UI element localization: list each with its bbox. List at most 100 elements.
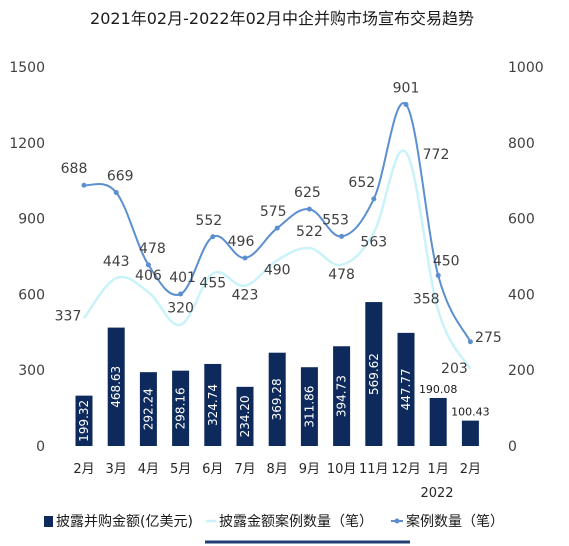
right-tick-label: 600 xyxy=(508,212,535,228)
category-label: 2月 xyxy=(73,462,94,477)
case-count-point xyxy=(178,291,184,297)
case-count-label: 652 xyxy=(348,175,375,191)
category-label: 2月 xyxy=(460,462,481,477)
bar xyxy=(461,420,479,446)
bar xyxy=(75,395,93,446)
bar xyxy=(333,346,351,446)
case-count-series xyxy=(81,102,473,345)
case-count-point xyxy=(371,196,377,202)
case-count-label: 772 xyxy=(423,147,450,163)
legend-dark-marker xyxy=(394,518,400,524)
legend-bar-swatch xyxy=(44,516,53,527)
bar xyxy=(365,302,383,446)
category-label: 9月 xyxy=(299,462,320,477)
case-count-point xyxy=(210,234,216,240)
left-tick-label: 900 xyxy=(18,212,45,228)
legend-dark-label: 案例数量（笔） xyxy=(406,513,504,530)
case-count-label: 625 xyxy=(294,185,321,201)
bar-data-label: 292.24 xyxy=(141,388,155,430)
bar xyxy=(268,352,286,446)
bar-data-label: 100.43 xyxy=(451,406,490,419)
disclosed-count-series xyxy=(82,149,472,370)
case-count-label: 275 xyxy=(475,330,502,346)
disclosed-count-label: 455 xyxy=(199,276,226,292)
case-count-point xyxy=(242,255,248,261)
disclosed-count-label: 358 xyxy=(413,291,440,307)
case-count-point xyxy=(435,272,441,278)
category-label: 3月 xyxy=(106,462,127,477)
bar-data-label: 234.20 xyxy=(238,395,252,437)
category-label: 5月 xyxy=(170,462,191,477)
disclosed-count-label: 203 xyxy=(441,361,468,377)
disclosed-count-label: 406 xyxy=(135,268,162,284)
case-count-label: 688 xyxy=(61,161,88,177)
legend-bar-label: 披露并购金额(亿美元) xyxy=(56,514,193,530)
disclosed-count-label: 522 xyxy=(296,224,323,240)
disclosed-count-label: 563 xyxy=(360,235,387,251)
category-label: 7月 xyxy=(234,462,255,477)
disclosed-count-label: 490 xyxy=(264,262,291,278)
category-label: 1月 xyxy=(428,462,449,477)
bar-data-label: 190.08 xyxy=(419,383,458,396)
right-tick-label: 200 xyxy=(508,363,535,379)
disclosed-count-line xyxy=(82,149,472,370)
case-count-label: 478 xyxy=(139,241,166,257)
case-count-label: 901 xyxy=(393,81,420,97)
left-tick-label: 600 xyxy=(18,287,45,303)
right-tick-label: 800 xyxy=(508,136,535,152)
right-tick-label: 400 xyxy=(508,287,535,303)
bar-data-label: 324.74 xyxy=(206,384,220,426)
line-data-labels: 688 6694784015524965756255536529014502757… xyxy=(55,81,502,378)
case-count-point xyxy=(467,339,473,345)
disclosed-count-label: 337 xyxy=(55,308,82,324)
bar xyxy=(397,332,415,446)
left-tick-label: 1500 xyxy=(9,60,45,76)
bar-data-label: 447.77 xyxy=(399,368,413,410)
right-tick-label: 0 xyxy=(508,439,517,455)
disclosed-count-label: 478 xyxy=(328,267,355,283)
disclosed-count-label: 320 xyxy=(167,301,194,317)
bar xyxy=(139,372,157,446)
category-label: 8月 xyxy=(267,462,288,477)
category-label: 6月 xyxy=(202,462,223,477)
bar xyxy=(204,363,222,446)
disclosed-count-label: 423 xyxy=(232,288,259,304)
case-count-label: 496 xyxy=(228,234,255,250)
case-count-point xyxy=(306,206,312,212)
category-label: 10月 xyxy=(327,462,357,477)
bar-data-label: 394.73 xyxy=(335,375,349,417)
bar xyxy=(107,327,125,446)
left-tick-label: 300 xyxy=(18,363,45,379)
right-axis: 0 200 400 600 800 1000 xyxy=(508,60,544,455)
bar xyxy=(172,370,190,446)
right-tick-label: 1000 xyxy=(508,60,544,76)
bar xyxy=(300,367,318,446)
bar-data-label: 298.16 xyxy=(174,387,188,429)
legend: 披露并购金额(亿美元) 披露金额案例数量（笔） 案例数量（笔） xyxy=(44,513,504,530)
chart-title: 2021年02月-2022年02月中企并购市场宣布交易趋势 xyxy=(90,9,474,28)
category-label: 11月 xyxy=(359,462,389,477)
case-count-label: 553 xyxy=(322,212,349,228)
legend-light-label: 披露金额案例数量（笔） xyxy=(219,513,373,530)
case-count-label: 669 xyxy=(107,168,134,184)
case-count-point xyxy=(81,182,87,188)
bar-data-labels: 199.32 468.63 292.24 298.16 324.74 234.20 369.… xyxy=(77,353,490,442)
case-count-label: 575 xyxy=(260,204,287,220)
left-axis: 0 300 600 900 1200 1500 xyxy=(9,60,45,455)
case-count-label: 552 xyxy=(195,213,222,229)
year-label: 2022 xyxy=(420,486,453,501)
case-count-point xyxy=(403,102,409,108)
left-tick-label: 1200 xyxy=(9,136,45,152)
case-count-point xyxy=(274,225,280,231)
left-tick-label: 0 xyxy=(36,439,45,455)
case-count-point xyxy=(145,262,151,268)
case-count-label: 401 xyxy=(169,270,196,286)
category-label: 12月 xyxy=(391,462,421,477)
case-count-point xyxy=(113,189,119,195)
bar-data-label: 311.86 xyxy=(302,386,316,428)
bar xyxy=(429,397,447,446)
bar-data-label: 468.63 xyxy=(109,366,123,408)
bar-series xyxy=(75,302,479,446)
category-label: 4月 xyxy=(138,462,159,477)
